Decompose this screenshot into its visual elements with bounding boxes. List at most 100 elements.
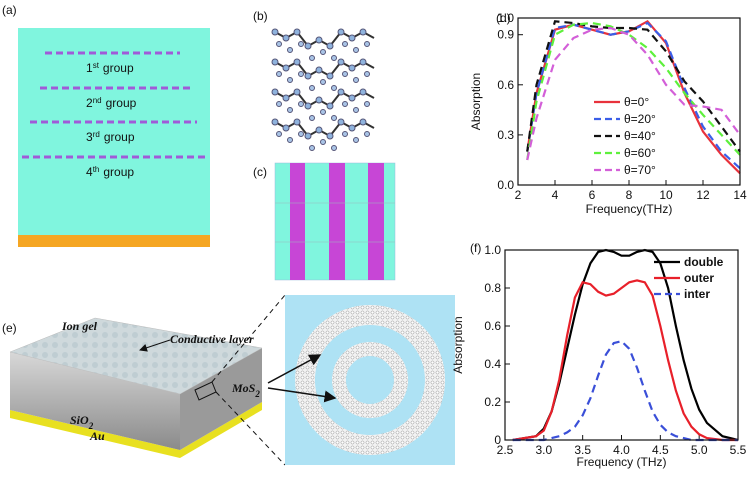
y-tick-label: 0.6 — [497, 78, 514, 92]
panel-label: (b) — [253, 9, 268, 23]
atom — [304, 102, 312, 110]
atom — [359, 28, 367, 36]
atom — [293, 118, 301, 126]
atom — [309, 85, 315, 91]
group-text: group — [106, 96, 137, 110]
au-label: Au — [89, 429, 105, 443]
inner-ring — [332, 342, 409, 418]
x-tick-label: 3.5 — [574, 443, 591, 457]
atom — [287, 137, 293, 143]
atom — [348, 34, 356, 42]
atom — [337, 88, 345, 96]
x-axis-title: Frequency (THz) — [576, 455, 666, 469]
series-line — [512, 279, 738, 442]
stripe — [290, 163, 305, 280]
group-sup: st — [93, 61, 100, 70]
group-num: 2 — [86, 96, 93, 110]
atom — [298, 71, 304, 77]
atom — [315, 36, 323, 44]
stripe — [329, 163, 345, 280]
atom — [331, 145, 337, 151]
charts: (d) 0.0 0.3 0.6 0.9 1.0 2 4 6 8 10 12 14 Frequency(TH… — [451, 11, 747, 469]
legend-label: θ=0° — [624, 95, 649, 109]
atom — [304, 72, 312, 80]
group-sup: th — [93, 165, 100, 174]
x-tick-label: 4.5 — [652, 443, 669, 457]
atom — [320, 49, 326, 55]
atom — [309, 145, 315, 151]
atom — [331, 55, 337, 61]
y-tick-label: 1.0 — [497, 11, 514, 25]
y-tick-label: 1.0 — [484, 243, 501, 257]
atom — [331, 115, 337, 121]
arrow — [267, 387, 337, 403]
y-tick-label: 0.3 — [497, 128, 514, 142]
atom — [326, 72, 334, 80]
group-label: 1st group — [86, 61, 134, 76]
legend-label: θ=20° — [624, 112, 656, 126]
mos2-base: MoS — [231, 381, 256, 395]
group-label: 4th group — [86, 165, 134, 180]
mos2-sub: 2 — [254, 389, 260, 399]
atom — [331, 85, 337, 91]
arrow — [267, 354, 322, 384]
sio2-label: SiO2 — [70, 413, 94, 431]
atom — [348, 64, 356, 72]
group-text: group — [103, 61, 134, 75]
atom — [282, 94, 290, 102]
atom — [271, 28, 279, 36]
atom — [348, 124, 356, 132]
top-face — [9, 317, 263, 395]
atom — [315, 66, 323, 74]
x-tick-label: 4 — [552, 188, 559, 202]
series-line — [526, 26, 741, 161]
atom — [337, 118, 345, 126]
y-tick-label: 0.8 — [484, 281, 501, 295]
atom — [287, 107, 293, 113]
atom — [282, 124, 290, 132]
atom — [337, 58, 345, 66]
group-num: 3 — [86, 130, 93, 144]
atom — [364, 131, 370, 137]
x-tick-label: 5.0 — [691, 443, 708, 457]
zoom-line — [211, 294, 286, 383]
atom — [304, 42, 312, 50]
series-line — [526, 20, 741, 153]
atom — [276, 101, 282, 107]
atom — [337, 28, 345, 36]
stripe — [368, 163, 384, 280]
atom — [326, 102, 334, 110]
plot-frame — [504, 249, 739, 441]
group-num: 4 — [86, 165, 93, 179]
y-tick-label: 0.0 — [497, 178, 514, 192]
atom — [287, 47, 293, 53]
atom — [342, 71, 348, 77]
group-sup: nd — [93, 96, 102, 105]
atom — [326, 42, 334, 50]
substrate — [18, 28, 210, 235]
front-face — [10, 352, 180, 450]
y-axis-title: Absorption — [469, 73, 483, 130]
atom — [359, 88, 367, 96]
atom — [359, 118, 367, 126]
atom — [315, 126, 323, 134]
panel-label: (f) — [470, 241, 481, 255]
side-face — [180, 348, 262, 450]
atom — [298, 101, 304, 107]
molecule — [271, 28, 375, 151]
atom — [320, 139, 326, 145]
atom — [271, 88, 279, 96]
atom — [315, 96, 323, 104]
legend-label: θ=40° — [624, 129, 656, 143]
panel-label: (a) — [2, 3, 17, 17]
atom — [298, 41, 304, 47]
x-tick-label: 6 — [589, 188, 596, 202]
y-axis-title: Absorption — [451, 316, 465, 373]
atom — [293, 28, 301, 36]
atom — [353, 137, 359, 143]
atom — [276, 41, 282, 47]
atom — [342, 131, 348, 137]
group-text: group — [104, 130, 135, 144]
mos2-label: MoS2 — [231, 381, 260, 399]
